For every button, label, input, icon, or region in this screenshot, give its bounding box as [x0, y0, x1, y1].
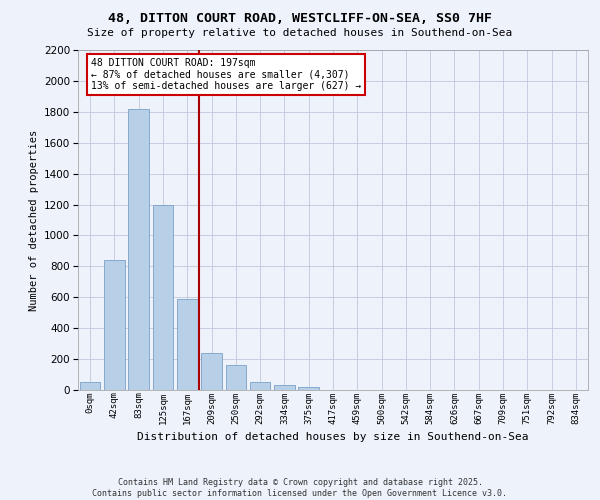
X-axis label: Distribution of detached houses by size in Southend-on-Sea: Distribution of detached houses by size … [137, 432, 529, 442]
Text: Contains HM Land Registry data © Crown copyright and database right 2025.
Contai: Contains HM Land Registry data © Crown c… [92, 478, 508, 498]
Text: 48, DITTON COURT ROAD, WESTCLIFF-ON-SEA, SS0 7HF: 48, DITTON COURT ROAD, WESTCLIFF-ON-SEA,… [108, 12, 492, 26]
Bar [152, 204, 173, 390]
Bar [250, 382, 271, 390]
Bar [128, 108, 149, 390]
Bar [177, 299, 197, 390]
Bar [80, 382, 100, 390]
Bar [298, 387, 319, 390]
Text: 48 DITTON COURT ROAD: 197sqm
← 87% of detached houses are smaller (4,307)
13% of: 48 DITTON COURT ROAD: 197sqm ← 87% of de… [91, 58, 361, 91]
Bar [226, 366, 246, 390]
Bar [104, 260, 125, 390]
Bar [201, 353, 222, 390]
Y-axis label: Number of detached properties: Number of detached properties [29, 130, 38, 310]
Text: Size of property relative to detached houses in Southend-on-Sea: Size of property relative to detached ho… [88, 28, 512, 38]
Bar [274, 386, 295, 390]
